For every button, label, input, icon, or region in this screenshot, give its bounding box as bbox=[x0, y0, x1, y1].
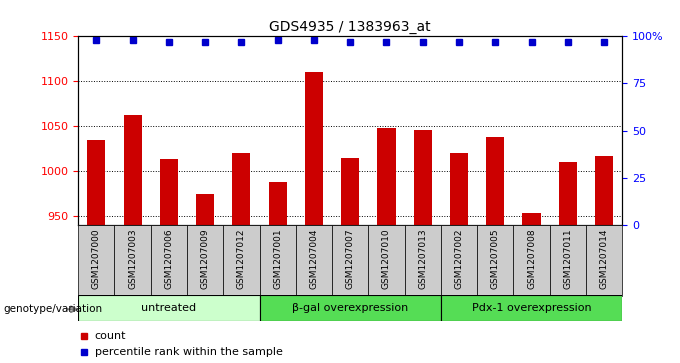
Bar bbox=[549, 225, 586, 296]
Bar bbox=[223, 225, 260, 296]
Text: GSM1207010: GSM1207010 bbox=[382, 229, 391, 289]
Bar bbox=[522, 213, 541, 225]
Bar bbox=[305, 72, 323, 225]
Bar bbox=[260, 225, 296, 296]
Bar bbox=[595, 156, 613, 225]
Text: GSM1207014: GSM1207014 bbox=[600, 229, 609, 289]
Text: β-gal overexpression: β-gal overexpression bbox=[292, 303, 408, 313]
Bar bbox=[586, 225, 622, 296]
Bar bbox=[260, 295, 441, 321]
Bar bbox=[486, 137, 505, 225]
Text: Pdx-1 overexpression: Pdx-1 overexpression bbox=[472, 303, 592, 313]
Bar bbox=[413, 130, 432, 225]
Bar bbox=[151, 225, 187, 296]
Text: GSM1207011: GSM1207011 bbox=[563, 229, 573, 289]
Bar bbox=[441, 225, 477, 296]
Text: GSM1207008: GSM1207008 bbox=[527, 229, 536, 289]
Bar bbox=[78, 295, 260, 321]
Bar bbox=[196, 193, 214, 225]
Text: GSM1207013: GSM1207013 bbox=[418, 229, 427, 289]
Text: GSM1207003: GSM1207003 bbox=[128, 229, 137, 289]
Bar bbox=[341, 158, 359, 225]
Text: GSM1207000: GSM1207000 bbox=[92, 229, 101, 289]
Bar bbox=[450, 153, 468, 225]
Bar bbox=[296, 225, 332, 296]
Bar bbox=[559, 162, 577, 225]
Text: count: count bbox=[95, 331, 126, 341]
Bar bbox=[87, 140, 105, 225]
Text: GSM1207006: GSM1207006 bbox=[165, 229, 173, 289]
Bar bbox=[233, 153, 250, 225]
Bar bbox=[377, 128, 396, 225]
Bar bbox=[187, 225, 223, 296]
Bar bbox=[441, 295, 622, 321]
Text: GSM1207012: GSM1207012 bbox=[237, 229, 246, 289]
Bar bbox=[78, 225, 114, 296]
Text: GSM1207001: GSM1207001 bbox=[273, 229, 282, 289]
Text: GSM1207004: GSM1207004 bbox=[309, 229, 318, 289]
Bar bbox=[160, 159, 178, 225]
Bar bbox=[269, 182, 287, 225]
Title: GDS4935 / 1383963_at: GDS4935 / 1383963_at bbox=[269, 20, 431, 34]
Text: GSM1207007: GSM1207007 bbox=[345, 229, 355, 289]
Text: GSM1207002: GSM1207002 bbox=[454, 229, 464, 289]
Bar bbox=[513, 225, 549, 296]
Text: untreated: untreated bbox=[141, 303, 197, 313]
Bar bbox=[477, 225, 513, 296]
Bar bbox=[124, 114, 141, 225]
Bar bbox=[405, 225, 441, 296]
Text: percentile rank within the sample: percentile rank within the sample bbox=[95, 347, 282, 357]
Text: GSM1207009: GSM1207009 bbox=[201, 229, 209, 289]
Bar bbox=[114, 225, 151, 296]
Bar bbox=[369, 225, 405, 296]
Text: genotype/variation: genotype/variation bbox=[3, 304, 103, 314]
Bar bbox=[332, 225, 369, 296]
Text: GSM1207005: GSM1207005 bbox=[491, 229, 500, 289]
